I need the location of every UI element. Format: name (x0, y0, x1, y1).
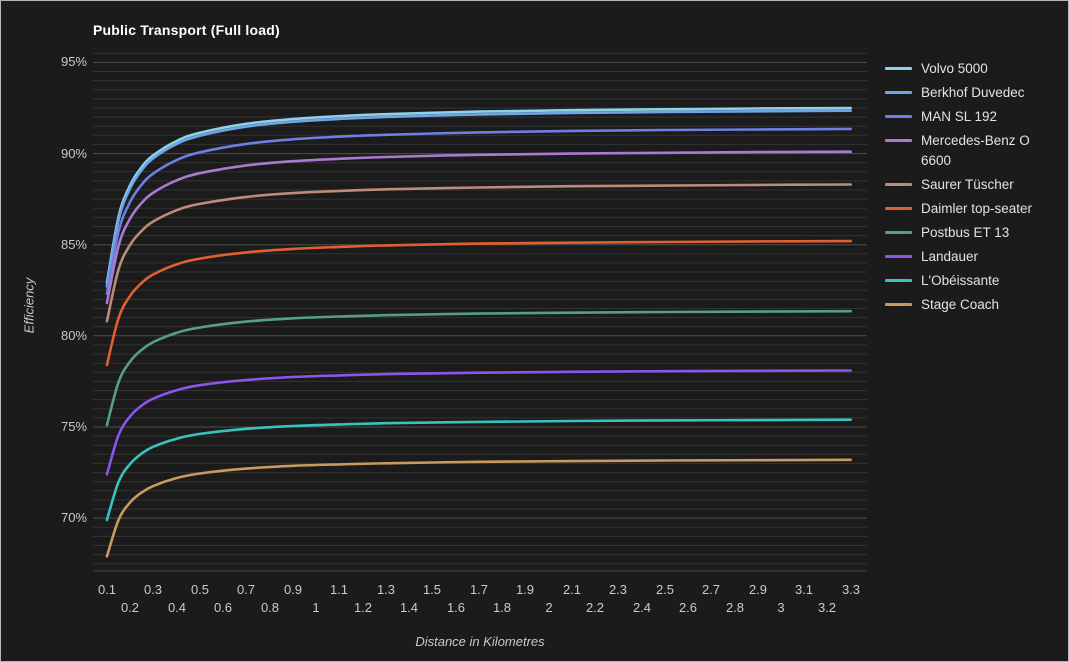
x-tick-label: 1.6 (446, 600, 466, 615)
x-tick-label: 1.2 (353, 600, 373, 615)
x-tick-label: 0.8 (260, 600, 280, 615)
x-tick-label: 1.1 (329, 582, 349, 597)
legend-label: Saurer Tüscher (921, 177, 1014, 192)
x-tick-label: 1.7 (469, 582, 489, 597)
x-tick-label: 1.9 (515, 582, 535, 597)
x-tick-label: 0.2 (120, 600, 140, 615)
x-tick-label: 2.5 (655, 582, 675, 597)
x-tick-label: 2.2 (585, 600, 605, 615)
x-tick-label: 3.1 (794, 582, 814, 597)
series-line-l-ob-issante (105, 418, 852, 522)
legend-swatch-line-icon (885, 279, 912, 282)
legend-swatch-line-icon (885, 139, 912, 142)
x-tick-label: 1.5 (422, 582, 442, 597)
x-tick-label: 0.7 (236, 582, 256, 597)
x-tick-label: 1.4 (399, 600, 419, 615)
x-tick-label: 0.4 (167, 600, 187, 615)
x-tick-label: 1.8 (492, 600, 512, 615)
x-tick-label: 0.3 (143, 582, 163, 597)
legend-label: L'Obéissante (921, 273, 1000, 288)
x-tick-label: 0.6 (213, 600, 233, 615)
legend-item-mercedes-benz-o-6600[interactable]: Mercedes-Benz O 6600 (885, 131, 1063, 171)
legend-item-postbus-et-13[interactable]: Postbus ET 13 (885, 223, 1063, 243)
legend-label: Stage Coach (921, 297, 1000, 312)
x-tick-label: 1.3 (376, 582, 396, 597)
legend-swatch-line-icon (885, 207, 912, 210)
x-tick-label: 2.9 (748, 582, 768, 597)
series-line-volvo-5000 (105, 106, 852, 285)
x-tick-label: 2.3 (608, 582, 628, 597)
series-line-landauer (105, 369, 852, 476)
y-tick-label: 85% (60, 237, 87, 252)
y-tick-label: 80% (60, 328, 87, 343)
x-tick-label: 2.1 (562, 582, 582, 597)
legend-label: Mercedes-Benz O 6600 (921, 133, 1030, 168)
legend-swatch-line-icon (885, 91, 912, 94)
x-tick-label: 2.6 (678, 600, 698, 615)
x-tick-label: 3.3 (841, 582, 861, 597)
series-line-daimler-top-seater (105, 239, 852, 367)
legend-label: Volvo 5000 (921, 61, 988, 76)
y-tick-label: 70% (60, 510, 87, 525)
legend-label: Landauer (921, 249, 979, 264)
legend-item-landauer[interactable]: Landauer (885, 247, 1063, 267)
legend-item-daimler-top-seater[interactable]: Daimler top-seater (885, 199, 1063, 219)
legend-label: Berkhof Duvedec (921, 85, 1025, 100)
series-line-stage-coach (105, 458, 852, 558)
x-tick-label: 2.7 (701, 582, 721, 597)
legend-item-saurer-t-scher[interactable]: Saurer Tüscher (885, 175, 1063, 195)
series-line-saurer-t-scher (105, 183, 852, 323)
legend-swatch-line-icon (885, 303, 912, 306)
x-axis-title: Distance in Kilometres (415, 634, 545, 649)
legend-item-man-sl-192[interactable]: MAN SL 192 (885, 107, 1063, 127)
x-tick-label: 2.4 (632, 600, 652, 615)
legend-swatch-line-icon (885, 255, 912, 258)
series-line-mercedes-benz-o-6600 (105, 150, 852, 305)
series-line-postbus-et-13 (105, 309, 852, 427)
legend-swatch-line-icon (885, 115, 912, 118)
legend-item-volvo-5000[interactable]: Volvo 5000 (885, 59, 1063, 79)
chart-title: Public Transport (Full load) (93, 22, 280, 38)
x-tick-label: 3 (777, 600, 785, 615)
x-tick-label: 0.9 (283, 582, 303, 597)
y-tick-label: 75% (60, 419, 87, 434)
legend: Volvo 5000 Berkhof Duvedec MAN SL 192 Merce… (885, 59, 1063, 319)
x-tick-label: 0.5 (190, 582, 210, 597)
y-tick-label: 90% (60, 146, 87, 161)
x-tick-label: 1 (312, 600, 320, 615)
legend-label: MAN SL 192 (921, 109, 998, 124)
legend-item-stage-coach[interactable]: Stage Coach (885, 295, 1063, 315)
x-tick-label: 0.1 (97, 582, 117, 597)
series-line-man-sl-192 (105, 127, 852, 296)
legend-swatch-line-icon (885, 231, 912, 234)
x-tick-label: 2 (545, 600, 553, 615)
series-line-berkhof-duvedec (105, 109, 852, 288)
x-tick-label: 2.8 (725, 600, 745, 615)
legend-label: Postbus ET 13 (921, 225, 1010, 240)
legend-item-l-ob-issante[interactable]: L'Obéissante (885, 271, 1063, 291)
x-tick-label: 3.2 (817, 600, 837, 615)
legend-item-berkhof-duvedec[interactable]: Berkhof Duvedec (885, 83, 1063, 103)
y-tick-label: 95% (60, 54, 87, 69)
legend-swatch-line-icon (885, 67, 912, 70)
legend-label: Daimler top-seater (921, 201, 1033, 216)
legend-swatch-line-icon (885, 183, 912, 186)
